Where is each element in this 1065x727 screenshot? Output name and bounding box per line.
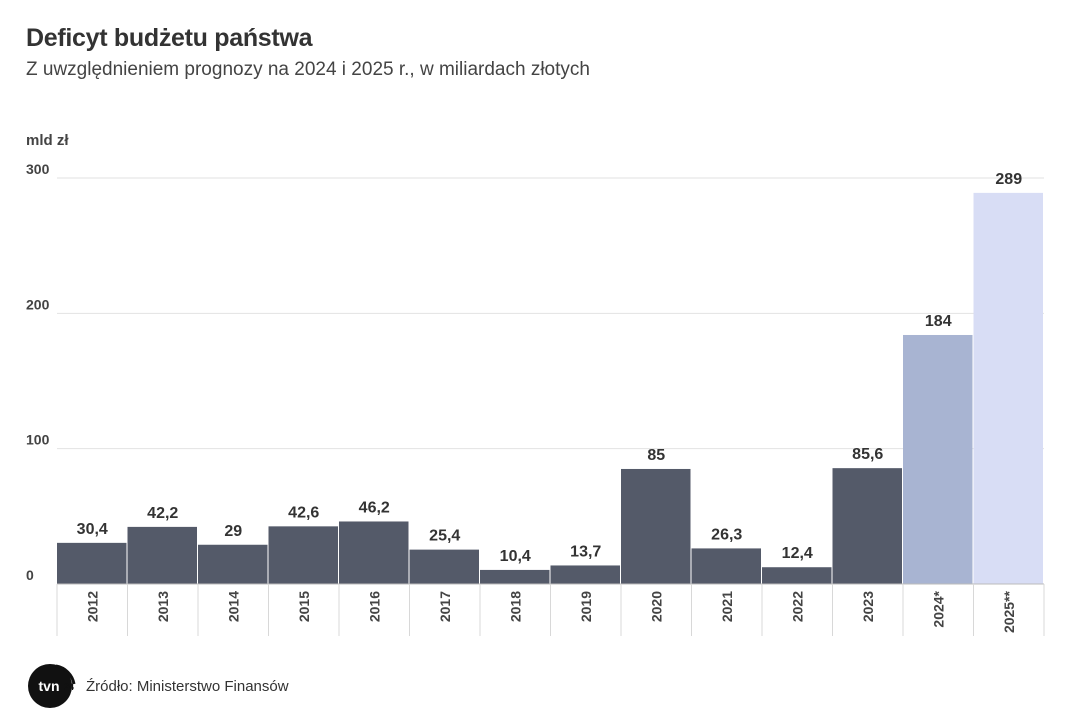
x-tick-label: 2020 — [648, 591, 664, 622]
x-tick-label: 2018 — [507, 591, 523, 622]
x-tick-label: 2025** — [1001, 590, 1017, 633]
data-label: 289 — [995, 171, 1022, 188]
y-axis-unit-label: mld zł — [26, 132, 69, 149]
data-label: 29 — [224, 523, 242, 540]
bar — [762, 567, 832, 584]
bar — [198, 544, 268, 584]
source-note: Źródło: Ministerstwo Finansów — [86, 677, 289, 695]
bar — [57, 542, 127, 584]
svg-text:tvn: tvn — [39, 678, 60, 694]
x-tick-label: 2013 — [155, 591, 171, 622]
y-tick-label: 100 — [26, 432, 50, 448]
x-tick-label: 2012 — [84, 591, 100, 622]
bar — [621, 468, 691, 584]
x-tick-label: 2016 — [366, 591, 382, 622]
data-label: 30,4 — [77, 521, 108, 538]
x-tick-label: 2024* — [930, 590, 946, 627]
bar — [268, 526, 338, 584]
data-label: 10,4 — [500, 548, 531, 565]
svg-text:24: 24 — [64, 682, 74, 692]
bar — [691, 548, 761, 584]
chart-title: Deficyt budżetu państwa — [26, 24, 313, 52]
x-tick-label: 2023 — [860, 591, 876, 622]
bar — [550, 565, 620, 584]
footer: tvn 24 Źródło: Ministerstwo Finansów — [26, 660, 289, 712]
x-tick-label: 2015 — [296, 591, 312, 622]
bar — [973, 192, 1043, 585]
data-label: 85,6 — [852, 446, 883, 463]
bar — [832, 468, 902, 584]
y-tick-label: 300 — [26, 161, 50, 177]
y-tick-label: 200 — [26, 296, 50, 312]
bar — [903, 334, 973, 584]
chart-subtitle: Z uwzględnieniem prognozy na 2024 i 2025… — [26, 59, 590, 80]
tvn24-logo: tvn 24 — [26, 660, 78, 712]
data-label: 46,2 — [359, 499, 390, 516]
y-tick-label: 0 — [26, 567, 34, 583]
bar — [339, 521, 409, 584]
data-label: 26,3 — [711, 526, 742, 543]
data-label: 25,4 — [429, 528, 460, 545]
data-label: 85 — [647, 447, 665, 464]
x-tick-label: 2022 — [789, 591, 805, 622]
data-label: 42,6 — [288, 504, 319, 521]
x-tick-label: 2017 — [437, 591, 453, 622]
data-label: 42,2 — [147, 505, 178, 522]
data-label: 184 — [925, 313, 952, 330]
data-label: 13,7 — [570, 543, 601, 560]
x-tick-label: 2021 — [719, 591, 735, 622]
bar — [409, 549, 479, 584]
x-tick-label: 2019 — [578, 591, 594, 622]
bar — [127, 526, 197, 584]
data-label: 12,4 — [782, 545, 813, 562]
x-tick-label: 2014 — [225, 591, 241, 622]
bar — [480, 569, 550, 584]
bar-chart: 0 100 200 300 30,4 42,2 29 42,6 46,2 25,4 10,4 13,7… — [26, 161, 1045, 636]
